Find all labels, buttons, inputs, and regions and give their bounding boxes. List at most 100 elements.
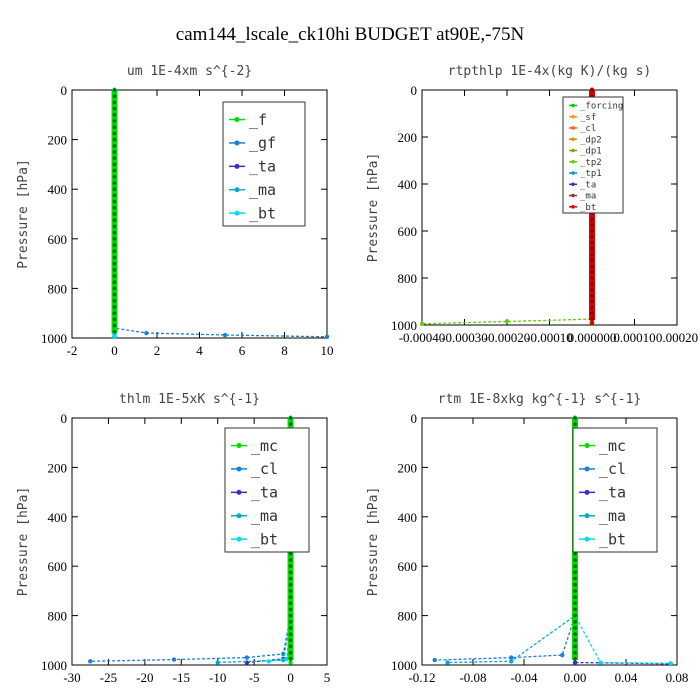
- profile-marker: [112, 193, 117, 198]
- x-tick-label: 2: [154, 343, 161, 358]
- profile-marker: [288, 552, 293, 556]
- profile-marker: [112, 317, 117, 322]
- profile-marker: [590, 88, 594, 92]
- chart-panel-3: thlm 1E-5xK s^{-1} Pressure [hPa] 0 200 400 6…: [16, 392, 330, 685]
- x-tick-label: 4: [196, 343, 203, 358]
- legend-marker: [571, 159, 575, 164]
- profile-marker: [112, 162, 117, 167]
- profile-marker: [112, 237, 117, 241]
- profile-marker: [112, 144, 117, 148]
- y-tick-label: 600: [398, 559, 418, 574]
- profile-marker: [288, 558, 293, 562]
- profile-marker: [112, 286, 117, 291]
- legend-marker: [234, 187, 240, 193]
- profile-marker: [112, 311, 117, 316]
- legend-marker: [571, 148, 575, 153]
- data-point: [288, 660, 293, 665]
- profile-marker: [112, 187, 117, 191]
- panel-title: um 1E-4xm s^{-2}: [127, 64, 252, 79]
- legend-label: _gf: [249, 134, 276, 152]
- x-tick-label: 0.00: [564, 670, 587, 685]
- profile-marker: [573, 638, 577, 643]
- legend-label: _mc: [599, 437, 626, 455]
- profile-marker: [590, 311, 594, 316]
- legend-marker: [571, 114, 575, 119]
- profile-marker: [288, 564, 293, 568]
- y-tick-label: 600: [398, 224, 418, 239]
- y-axis-label: Pressure [hPa]: [16, 159, 31, 269]
- profile-marker: [573, 564, 577, 568]
- profile-marker: [573, 576, 577, 581]
- legend-marker: [234, 117, 240, 123]
- legend-label: _dp2: [580, 135, 602, 145]
- legend-marker: [571, 126, 575, 130]
- profile-marker: [112, 249, 117, 253]
- profile-marker: [573, 626, 577, 630]
- profile-marker: [288, 416, 293, 420]
- data-point: [589, 320, 595, 325]
- data-point: [88, 659, 93, 664]
- y-tick-label: 400: [398, 510, 418, 525]
- series-ma: [445, 415, 578, 665]
- data-point: [215, 660, 220, 665]
- profile-marker: [590, 223, 594, 227]
- profile-marker: [573, 607, 577, 612]
- data-point: [244, 655, 250, 660]
- legend-label: _bt: [249, 204, 276, 222]
- chart-panel-2: rtpthlp 1E-4x(kg K)/(kg s) Pressure [hPa]…: [366, 64, 698, 345]
- y-tick-label: 600: [48, 232, 68, 247]
- legend-label: _cl: [599, 460, 626, 478]
- profile-marker: [112, 323, 117, 328]
- x-tick-label: -5: [249, 670, 260, 685]
- profile-marker: [573, 416, 577, 420]
- profile-marker: [112, 255, 117, 260]
- chart-panel-1: um 1E-4xm s^{-2} Pressure [hPa] 0 200 400 600…: [16, 64, 334, 358]
- panel-title: rtm 1E-8xkg kg^{-1} s^{-1}: [438, 392, 642, 407]
- legend-label: _ma: [599, 507, 626, 525]
- data-point: [509, 659, 514, 664]
- y-axis-label: Pressure [hPa]: [366, 153, 381, 263]
- legend-marker: [571, 182, 575, 187]
- profile-marker: [590, 287, 594, 292]
- legend-label: _bt: [580, 203, 596, 213]
- profile-marker: [573, 552, 577, 556]
- data-point: [419, 321, 425, 327]
- y-axis-label: Pressure [hPa]: [366, 487, 381, 597]
- legend-label: _tp1: [580, 169, 602, 179]
- legend-marker: [571, 171, 575, 175]
- profile-marker: [590, 299, 594, 304]
- profile-marker: [590, 270, 594, 274]
- x-tick-label: -30: [63, 670, 80, 685]
- legend-marker: [584, 489, 590, 495]
- profile-marker: [288, 644, 293, 649]
- profile-marker: [288, 576, 293, 581]
- plot-frame: [71, 417, 328, 666]
- legend-marker: [571, 137, 575, 142]
- x-tick-label: 6: [239, 343, 246, 358]
- y-tick-label: 0: [411, 411, 418, 426]
- x-tick-label: 10: [321, 343, 334, 358]
- profile-marker: [590, 252, 594, 257]
- legend-label: _cl: [580, 124, 596, 134]
- profile-marker: [590, 246, 594, 251]
- profile-marker: [112, 243, 117, 247]
- profile-marker: [112, 206, 117, 210]
- profile-marker: [573, 570, 577, 575]
- legend-label: _forcing: [580, 102, 623, 112]
- profile-marker: [288, 570, 293, 575]
- legend-label: _cl: [251, 460, 278, 478]
- chart-panel-4: rtm 1E-8xkg kg^{-1} s^{-1} Pressure [hPa]…: [366, 392, 688, 685]
- x-tick-label: 0: [287, 670, 294, 685]
- data-point: [112, 334, 117, 339]
- profile-marker: [573, 613, 577, 618]
- data-point: [572, 660, 578, 665]
- x-tick-label: -0.00010: [526, 330, 573, 345]
- y-axis-label: Pressure [hPa]: [16, 487, 31, 597]
- y-tick-label: 200: [48, 460, 68, 475]
- profile-marker: [573, 422, 577, 426]
- profile-marker: [112, 125, 117, 129]
- profile-marker: [573, 582, 577, 587]
- profile-marker: [573, 558, 577, 562]
- profile-marker: [112, 274, 117, 278]
- profile-marker: [288, 632, 293, 636]
